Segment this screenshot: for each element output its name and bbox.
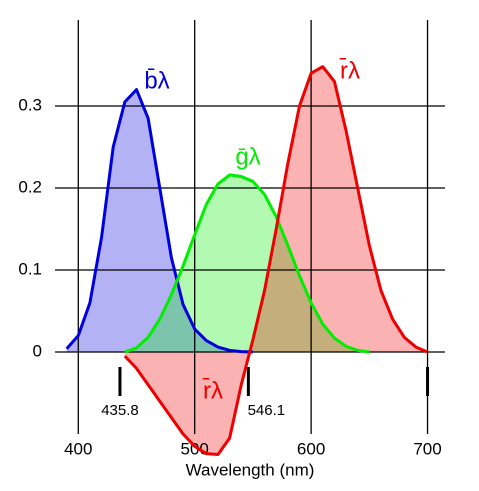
primary-label: 435.8: [101, 402, 139, 419]
series-line: [65, 88, 253, 354]
series-line: [124, 173, 370, 354]
series-label: b̄λ: [144, 67, 169, 94]
series-label: r̄λ: [339, 57, 360, 84]
x-tick-label: 700: [413, 439, 441, 458]
y-tick-label: 0.1: [18, 259, 42, 278]
y-tick-label: 0: [33, 341, 42, 360]
series-label: ḡλ: [235, 143, 260, 170]
primary-label: 546.1: [248, 402, 286, 419]
x-tick-label: 500: [181, 439, 209, 458]
x-axis-label: Wavelength (nm): [186, 460, 315, 479]
x-tick-label: 600: [297, 439, 325, 458]
y-tick-label: 0.2: [18, 177, 42, 196]
series-line: [123, 65, 429, 456]
y-tick-label: 0.3: [18, 95, 42, 114]
series-label: r̄λ: [202, 377, 223, 404]
x-tick-label: 400: [64, 439, 92, 458]
